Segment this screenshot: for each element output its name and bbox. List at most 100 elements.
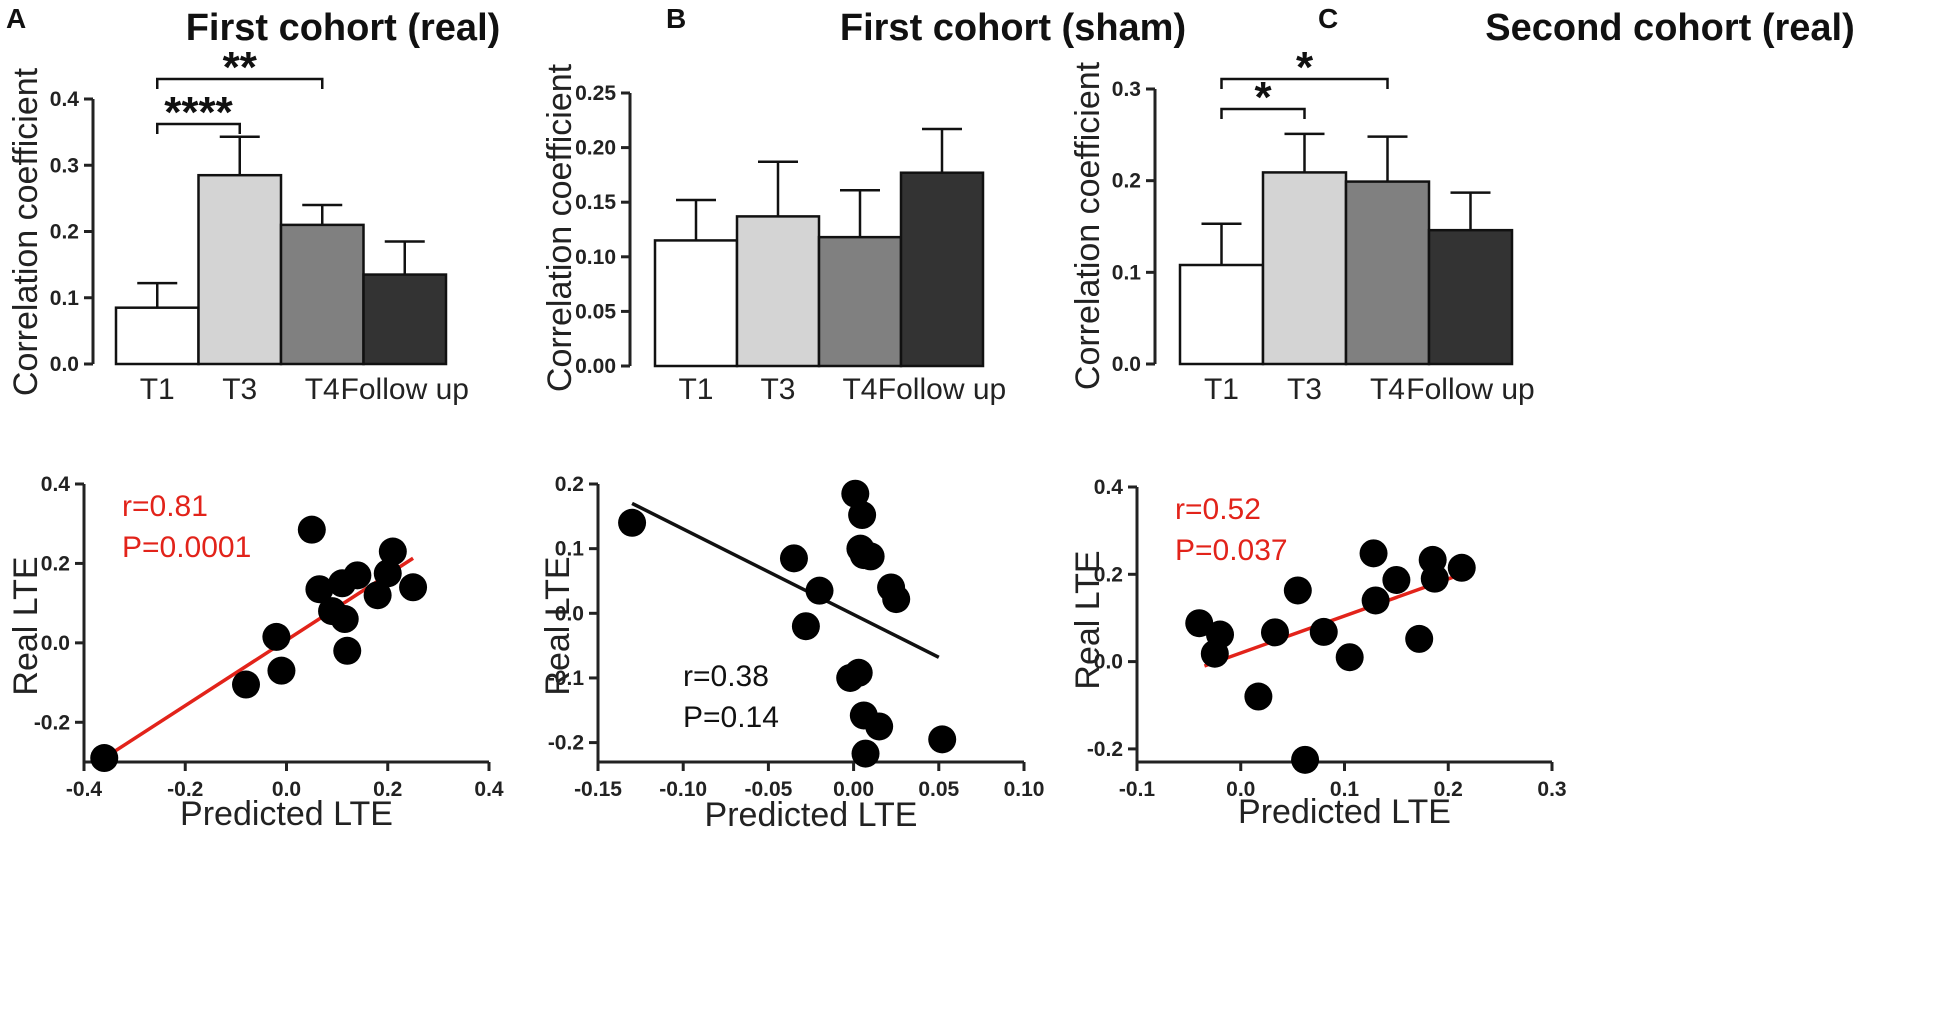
x-tick-label: 0.0 (1226, 778, 1255, 801)
bar-t4 (817, 235, 903, 368)
y-tick-label: 0.20 (575, 137, 616, 160)
data-point (1309, 617, 1338, 646)
x-tick-label: 0.00 (833, 778, 874, 801)
data-point (1260, 618, 1289, 647)
data-point (805, 576, 834, 605)
data-point (399, 573, 428, 602)
data-point (848, 501, 877, 530)
panel-letter-a: A (6, 3, 26, 34)
data-point (1382, 565, 1411, 594)
y-tick-label: 0.10 (575, 246, 616, 269)
data-point (1335, 643, 1364, 672)
data-point (1185, 609, 1214, 638)
x-tick-label: 0.3 (1537, 778, 1566, 801)
category-label: Follow up (1406, 373, 1534, 406)
y-tick-label: 0.4 (1094, 476, 1124, 499)
y-tick-label: 0.25 (575, 82, 616, 105)
x-tick-label: 0.10 (1004, 778, 1045, 801)
category-label: Follow up (878, 373, 1006, 406)
significance-label: ** (223, 43, 258, 92)
data-point (841, 479, 870, 508)
category-label: T1 (1204, 373, 1239, 406)
y-tick-label: 0.4 (41, 473, 71, 496)
data-point (1244, 682, 1273, 711)
x-tick-label: 0.2 (1434, 778, 1463, 801)
significance-bracket (156, 122, 241, 134)
data-point (851, 739, 880, 768)
x-tick-label: -0.05 (744, 778, 792, 801)
y-tick-label: 0.0 (1094, 651, 1123, 674)
x-tick-label: 0.1 (1330, 778, 1360, 801)
data-point (1420, 564, 1449, 593)
data-point (779, 544, 808, 573)
significance-label: * (1296, 43, 1314, 92)
chart-title-c: Second cohort (real) (1485, 7, 1855, 49)
data-point (267, 656, 296, 685)
data-point (373, 559, 402, 588)
y-tick-label: 0.2 (1112, 170, 1141, 193)
y-axis-label: Real LTE (1069, 550, 1107, 689)
panel-letter-c: C (1318, 3, 1338, 34)
x-tick-label: 0.4 (474, 778, 504, 801)
bar-follow-up (899, 171, 985, 368)
bar-t1 (1178, 263, 1265, 366)
y-tick-label: 0.0 (50, 353, 79, 376)
data-point (297, 515, 326, 544)
data-point (1361, 586, 1390, 615)
y-tick-label: -0.2 (1087, 738, 1123, 761)
bar-t3 (197, 173, 283, 366)
category-label: T1 (140, 373, 175, 406)
y-tick-label: 0.1 (1112, 261, 1142, 284)
x-tick-label: 0.05 (918, 778, 959, 801)
category-label: T3 (1287, 373, 1322, 406)
scatter-chart-0: -0.2 0.0 0.2 0.4 -0.4 -0.2 0.0 0.2 0.4 Predicted … (7, 473, 504, 833)
y-tick-label: 0.1 (50, 287, 80, 310)
y-axis-label: Correlation coefficient (541, 63, 579, 392)
data-point (1447, 553, 1476, 582)
category-label: T1 (678, 373, 713, 406)
data-point (1405, 624, 1434, 653)
x-tick-label: -0.2 (167, 778, 203, 801)
x-tick-label: 0.0 (272, 778, 301, 801)
data-point (844, 658, 873, 687)
x-tick-label: -0.10 (659, 778, 707, 801)
y-tick-label: 0.0 (41, 632, 70, 655)
category-label: T4 (1370, 373, 1405, 406)
y-tick-label: 0.15 (575, 191, 616, 214)
bar-follow-up (362, 273, 448, 366)
y-tick-label: 0.2 (1094, 563, 1123, 586)
bar-t1 (114, 306, 200, 366)
y-tick-label: 0.1 (555, 538, 585, 561)
significance-bracket (1220, 107, 1306, 119)
data-point (1283, 576, 1312, 605)
y-tick-label: 0.3 (1112, 78, 1141, 101)
x-axis-label: Predicted LTE (705, 796, 918, 834)
y-tick-label: 0.3 (50, 154, 79, 177)
category-label: Follow up (341, 373, 469, 406)
category-label: T4 (305, 373, 340, 406)
bar-t3 (735, 215, 821, 368)
y-axis-label: Real LTE (539, 556, 577, 695)
bar-t4 (1344, 180, 1431, 366)
r-value-label: r=0.38 (683, 660, 769, 693)
y-axis-label: Correlation coefficient (1069, 61, 1107, 390)
p-value-label: P=0.14 (683, 701, 779, 734)
significance-bracket (1220, 77, 1389, 89)
y-tick-label: 0.2 (41, 552, 70, 575)
data-point (305, 575, 334, 604)
p-value-label: P=0.0001 (122, 531, 251, 564)
data-point (791, 612, 820, 641)
data-point (330, 605, 359, 634)
y-tick-label: 0.05 (575, 300, 616, 323)
significance-bracket (156, 77, 324, 89)
data-point (378, 537, 407, 566)
data-point (618, 508, 647, 537)
scatter-chart-2: -0.2 0.0 0.2 0.4 -0.1 0.0 0.1 0.2 0.3 Predicted L… (1069, 476, 1567, 831)
x-tick-label: -0.15 (574, 778, 622, 801)
chart-title-a: First cohort (real) (186, 7, 501, 49)
x-tick-label: -0.1 (1119, 778, 1156, 801)
data-point (865, 712, 894, 741)
